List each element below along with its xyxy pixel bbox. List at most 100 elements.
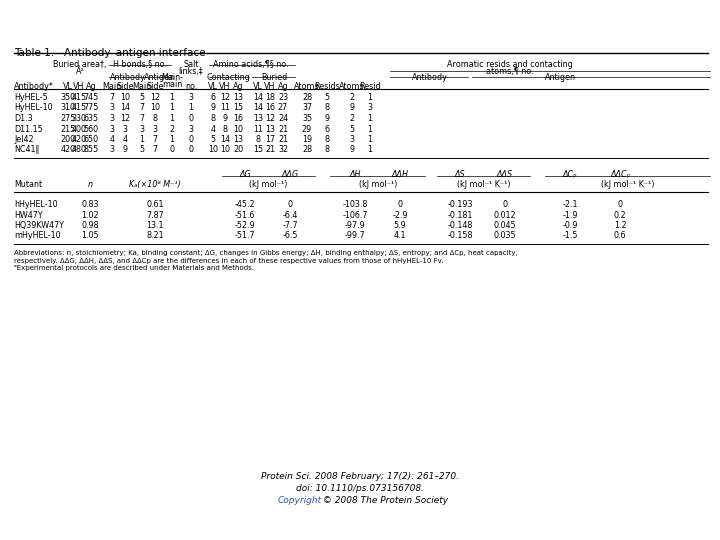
Text: 0.98: 0.98 <box>81 221 99 230</box>
Text: 19: 19 <box>302 135 312 144</box>
Text: 1: 1 <box>169 93 174 102</box>
Text: 20: 20 <box>233 145 243 154</box>
Text: Main-: Main- <box>161 73 183 82</box>
Text: Antibody: Antibody <box>110 73 146 82</box>
Text: 14: 14 <box>120 104 130 112</box>
Text: 10: 10 <box>220 145 230 154</box>
Text: 9: 9 <box>349 104 354 112</box>
Text: -6.5: -6.5 <box>282 232 298 240</box>
Text: 3: 3 <box>349 135 354 144</box>
Text: 420: 420 <box>60 145 76 154</box>
Text: 14: 14 <box>220 135 230 144</box>
Text: 37: 37 <box>302 104 312 112</box>
Text: 0: 0 <box>503 200 508 209</box>
Text: Atoms: Atoms <box>294 82 320 91</box>
Text: 2: 2 <box>169 125 174 133</box>
Text: -45.2: -45.2 <box>235 200 256 209</box>
Text: 7: 7 <box>153 135 158 144</box>
Text: 5: 5 <box>349 125 354 133</box>
Text: -1.5: -1.5 <box>562 232 577 240</box>
Text: 8: 8 <box>325 145 330 154</box>
Text: 13: 13 <box>253 114 263 123</box>
Text: Table 1.   Antibody–antigen interface: Table 1. Antibody–antigen interface <box>14 48 205 58</box>
Text: © 2008 The Protein Society: © 2008 The Protein Society <box>320 496 448 505</box>
Text: 1: 1 <box>367 145 372 154</box>
Text: 13.1: 13.1 <box>146 221 163 230</box>
Text: 6: 6 <box>210 93 215 102</box>
Text: 0.2: 0.2 <box>613 211 626 219</box>
Text: -51.7: -51.7 <box>235 232 256 240</box>
Text: -0.148: -0.148 <box>447 221 473 230</box>
Text: 0: 0 <box>169 145 174 154</box>
Text: VH: VH <box>264 82 276 91</box>
Text: 3: 3 <box>109 145 114 154</box>
Text: Atoms: Atoms <box>339 82 365 91</box>
Text: 10: 10 <box>150 104 160 112</box>
Text: VH: VH <box>73 82 85 91</box>
Text: Amino acids,¶§ no.: Amino acids,¶§ no. <box>213 60 289 69</box>
Text: -0.158: -0.158 <box>447 232 473 240</box>
Text: ΔS: ΔS <box>455 170 465 179</box>
Text: 0.83: 0.83 <box>81 200 99 209</box>
Text: VH: VH <box>220 82 230 91</box>
Text: 420: 420 <box>71 135 86 144</box>
Text: Abbreviations: n, stoichiometry; Ka, binding constant; ΔG, changes in Gibbs ener: Abbreviations: n, stoichiometry; Ka, bin… <box>14 250 518 256</box>
Text: 0.012: 0.012 <box>494 211 516 219</box>
Text: 4: 4 <box>210 125 215 133</box>
Text: 855: 855 <box>84 145 99 154</box>
Text: 1: 1 <box>169 135 174 144</box>
Text: -0.181: -0.181 <box>447 211 473 219</box>
Text: 12: 12 <box>150 93 160 102</box>
Text: 0: 0 <box>189 114 194 123</box>
Text: 1: 1 <box>169 104 174 112</box>
Text: 635: 635 <box>84 114 99 123</box>
Text: 15: 15 <box>253 145 263 154</box>
Text: 7: 7 <box>140 114 145 123</box>
Text: 21: 21 <box>265 145 275 154</box>
Text: 23: 23 <box>278 93 288 102</box>
Text: 0.035: 0.035 <box>494 232 516 240</box>
Text: 400: 400 <box>71 125 86 133</box>
Text: 8: 8 <box>222 125 228 133</box>
Text: 8: 8 <box>210 114 215 123</box>
Text: -106.7: -106.7 <box>342 211 368 219</box>
Text: 8: 8 <box>325 104 330 112</box>
Text: 5.9: 5.9 <box>394 221 406 230</box>
Text: 13: 13 <box>233 93 243 102</box>
Text: Antigen: Antigen <box>544 73 575 82</box>
Text: 1: 1 <box>189 104 194 112</box>
Text: Å²: Å² <box>76 67 84 76</box>
Text: 0: 0 <box>618 200 623 209</box>
Text: 1.2: 1.2 <box>613 221 626 230</box>
Text: 5: 5 <box>325 93 330 102</box>
Text: 7: 7 <box>109 93 114 102</box>
Text: 415: 415 <box>71 104 86 112</box>
Text: 310: 310 <box>60 104 76 112</box>
Text: ΔG: ΔG <box>239 170 251 179</box>
Text: HyHEL-5: HyHEL-5 <box>14 93 48 102</box>
Text: 2: 2 <box>349 93 354 102</box>
Text: doi: 10.1110/ps.073156708.: doi: 10.1110/ps.073156708. <box>296 484 424 493</box>
Text: 1: 1 <box>367 125 372 133</box>
Text: 24: 24 <box>278 114 288 123</box>
Text: Aromatic resids and contacting: Aromatic resids and contacting <box>447 60 573 69</box>
Text: 775: 775 <box>84 104 99 112</box>
Text: 21: 21 <box>278 125 288 133</box>
Text: Kₐ(×10⁸ M⁻¹): Kₐ(×10⁸ M⁻¹) <box>129 180 181 189</box>
Text: 480: 480 <box>71 145 86 154</box>
Text: Copyright: Copyright <box>278 496 322 505</box>
Text: 1: 1 <box>169 114 174 123</box>
Text: Side: Side <box>116 82 134 91</box>
Text: 21: 21 <box>278 135 288 144</box>
Text: no.: no. <box>185 82 197 91</box>
Text: Antibody: Antibody <box>412 73 448 82</box>
Text: 7: 7 <box>140 104 145 112</box>
Text: Salt: Salt <box>184 60 199 69</box>
Text: 330: 330 <box>71 114 86 123</box>
Text: 8: 8 <box>153 114 158 123</box>
Text: HyHEL-10: HyHEL-10 <box>14 104 53 112</box>
Text: links,‡: links,‡ <box>179 67 203 76</box>
Text: 0: 0 <box>287 200 292 209</box>
Text: (kJ mol⁻¹): (kJ mol⁻¹) <box>359 180 397 189</box>
Text: Jel42: Jel42 <box>14 135 34 144</box>
